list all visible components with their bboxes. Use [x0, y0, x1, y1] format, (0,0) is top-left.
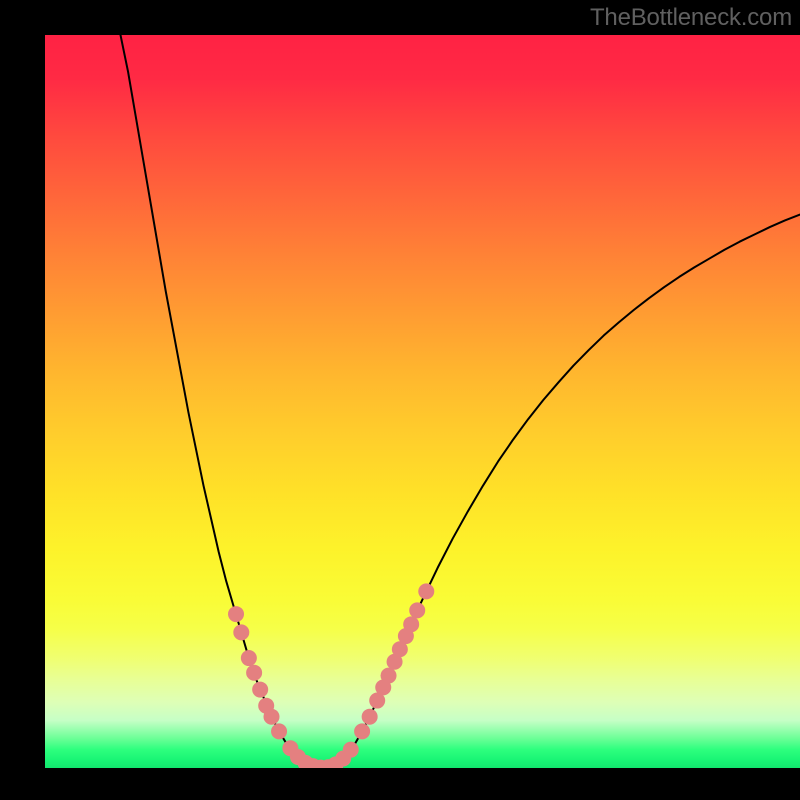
data-marker [343, 742, 359, 758]
data-marker [354, 723, 370, 739]
data-marker [264, 709, 280, 725]
data-marker [271, 723, 287, 739]
data-marker [418, 583, 434, 599]
data-marker [241, 650, 257, 666]
data-marker [381, 668, 397, 684]
data-marker [403, 616, 419, 632]
chart-background [45, 35, 800, 768]
data-marker [233, 624, 249, 640]
data-marker [246, 665, 262, 681]
data-marker [228, 606, 244, 622]
attribution-text: TheBottleneck.com [590, 4, 792, 32]
data-marker [362, 709, 378, 725]
data-marker [252, 682, 268, 698]
chart-frame: TheBottleneck.com [0, 0, 800, 800]
data-marker [409, 602, 425, 618]
plot-area [45, 35, 800, 768]
chart-svg [45, 35, 800, 768]
